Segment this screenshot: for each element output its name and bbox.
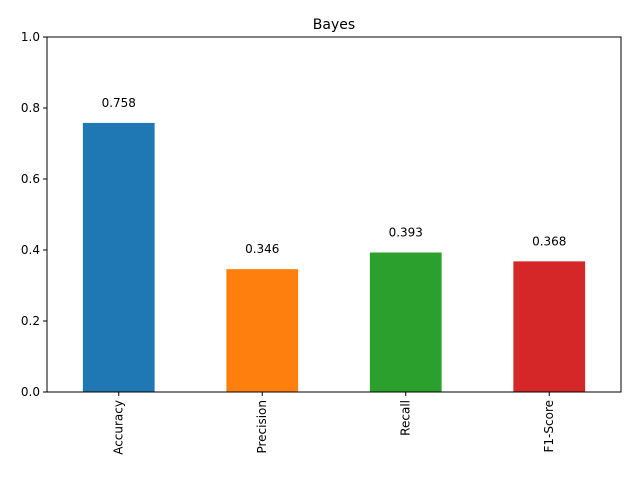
x-tick-label: F1-Score	[542, 400, 556, 452]
value-label-f1-score: 0.368	[532, 234, 566, 248]
y-tick-label: 1.0	[21, 30, 40, 44]
plot-frame	[46, 36, 622, 393]
y-tick-label: 0.6	[21, 172, 40, 186]
x-tick-label: Recall	[398, 400, 412, 436]
y-axis: 0.0 0.2 0.4 0.6 0.8 1.0	[21, 30, 47, 399]
bar-f1-score	[513, 261, 586, 392]
bar-precision	[226, 269, 299, 392]
value-labels-group: 0.758 0.346 0.393 0.368	[102, 96, 567, 256]
y-tick-label: 0.4	[21, 243, 40, 257]
y-tick-label: 0.2	[21, 314, 40, 328]
bar-accuracy	[82, 122, 155, 392]
x-tick-label: Accuracy	[111, 400, 125, 455]
bar-recall	[369, 252, 442, 392]
value-label-precision: 0.346	[245, 242, 279, 256]
value-label-accuracy: 0.758	[102, 96, 136, 110]
x-tick-label: Precision	[255, 400, 269, 454]
chart-title: Bayes	[313, 17, 355, 33]
y-tick-label: 0.8	[21, 101, 40, 115]
x-axis: Accuracy Precision Recall F1-Score	[111, 392, 556, 455]
bars-group	[82, 122, 586, 392]
y-tick-label: 0.0	[21, 385, 40, 399]
value-label-recall: 0.393	[389, 225, 423, 239]
